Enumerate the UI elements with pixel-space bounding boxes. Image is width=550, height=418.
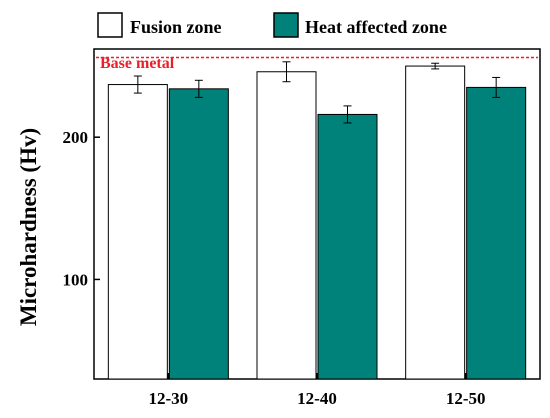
bar <box>107 84 168 380</box>
chart-marks: 12-30 12-40 12-50 100 200 <box>63 56 538 408</box>
legend-label-heat-affected-zone: Heat affected zone <box>305 17 447 37</box>
y-axis-label: Microhardness (Hv) <box>16 128 41 326</box>
legend-swatch-heat-affected-zone <box>273 12 299 38</box>
reference-line-label: Base metal <box>100 55 175 72</box>
legend-label-fusion-zone: Fusion zone <box>130 17 222 37</box>
y-tick-label: 100 <box>63 270 89 289</box>
y-tick-label: 200 <box>63 128 89 147</box>
x-tick-label: 12-40 <box>297 389 337 408</box>
x-tick-label: 12-50 <box>446 389 486 408</box>
bar <box>466 86 527 380</box>
legend-swatch-fusion-zone <box>97 12 123 38</box>
legend: Fusion zone Heat affected zone <box>97 12 447 38</box>
bar <box>405 65 466 380</box>
bar <box>317 113 378 380</box>
x-tick-label: 12-30 <box>148 389 188 408</box>
bar <box>168 88 229 380</box>
bar <box>256 71 317 380</box>
